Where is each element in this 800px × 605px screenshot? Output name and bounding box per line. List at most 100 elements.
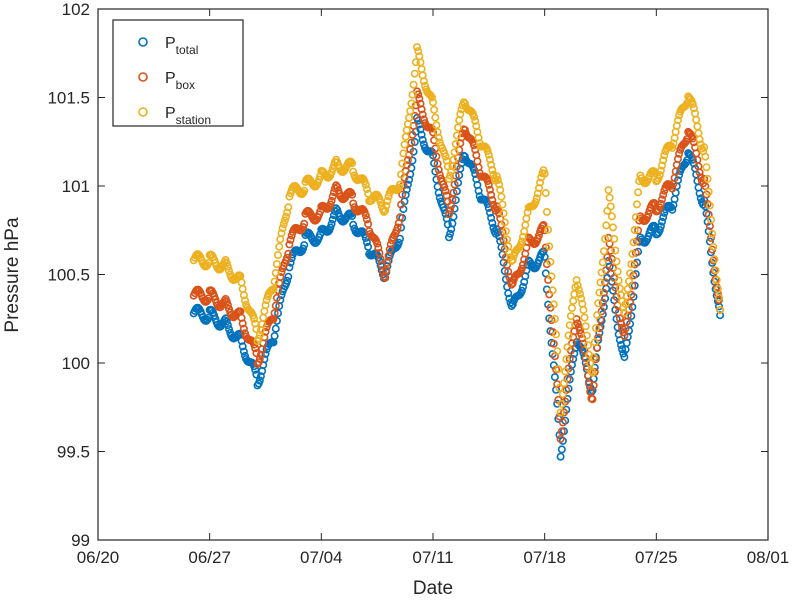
y-tick-label: 100.5	[47, 266, 90, 285]
data-point-station	[399, 149, 408, 158]
data-point-station	[709, 242, 718, 251]
data-point-station	[395, 180, 404, 189]
data-point-total	[444, 233, 453, 242]
data-point-box	[565, 354, 574, 363]
data-point-station	[474, 133, 483, 142]
data-point-station	[552, 330, 561, 339]
data-point-station	[630, 226, 639, 235]
data-point-total	[659, 213, 668, 222]
data-point-box	[700, 175, 709, 184]
data-point-station	[555, 383, 564, 392]
data-point-box	[415, 94, 424, 103]
data-point-box	[534, 231, 543, 240]
data-point-total	[540, 252, 549, 261]
legend-marker-box	[138, 72, 148, 82]
data-point-station	[602, 221, 611, 230]
data-point-box	[556, 434, 565, 443]
data-point-box	[403, 156, 412, 165]
data-point-box	[441, 186, 450, 195]
data-point-total	[619, 349, 628, 358]
data-point-box	[326, 200, 335, 209]
data-point-station	[409, 80, 418, 89]
data-point-total	[620, 353, 629, 362]
data-point-station	[710, 255, 719, 264]
data-point-box	[499, 236, 508, 245]
data-point-station	[554, 365, 563, 374]
data-point-box	[634, 226, 643, 235]
data-point-station	[634, 188, 643, 197]
y-tick-label: 100	[62, 354, 90, 373]
data-point-station	[273, 251, 282, 260]
data-point-station	[469, 112, 478, 121]
data-point-station	[572, 276, 581, 285]
data-point-station	[595, 288, 604, 297]
data-point-station	[606, 202, 615, 211]
data-point-station	[588, 368, 597, 377]
data-point-station	[632, 200, 641, 209]
data-point-box	[632, 237, 641, 246]
data-point-station	[631, 213, 640, 222]
data-point-station	[262, 296, 271, 305]
data-point-station	[362, 185, 371, 194]
data-point-total	[434, 188, 443, 197]
data-point-station	[484, 150, 493, 159]
data-point-box	[300, 219, 309, 228]
y-axis-ticks: 99 99.5 100 100.5 101 101.5 102	[47, 0, 768, 550]
legend-label-main: P	[165, 105, 176, 122]
data-point-station	[498, 200, 507, 209]
x-axis-label: Date	[413, 578, 453, 599]
data-point-box	[657, 195, 666, 204]
data-point-station	[261, 301, 270, 310]
data-point-box	[555, 412, 564, 421]
data-point-station	[410, 69, 419, 78]
data-point-box	[630, 260, 639, 269]
data-point-box	[382, 266, 391, 275]
data-point-box	[612, 292, 621, 301]
data-point-total	[435, 193, 444, 202]
data-point-station	[279, 220, 288, 229]
data-point-total	[428, 151, 437, 160]
data-point-total	[553, 399, 562, 408]
data-point-station	[408, 90, 417, 99]
data-point-station	[611, 246, 620, 255]
data-point-station	[598, 258, 607, 267]
x-tick-label: 08/01	[747, 548, 790, 567]
data-point-station	[454, 123, 463, 132]
data-point-station	[488, 166, 497, 175]
data-point-station	[508, 255, 517, 264]
data-point-total	[410, 138, 419, 147]
data-point-box	[488, 196, 497, 205]
data-point-total	[618, 345, 627, 354]
data-point-total	[488, 219, 497, 228]
data-point-box	[418, 110, 427, 119]
data-point-box	[615, 314, 624, 323]
data-point-total	[518, 282, 527, 291]
data-point-total	[284, 272, 293, 281]
data-point-box	[656, 199, 665, 208]
data-point-box	[706, 233, 715, 242]
data-point-station	[714, 293, 723, 302]
data-point-box	[444, 210, 453, 219]
data-point-station	[383, 196, 392, 205]
x-tick-label: 07/11	[412, 548, 453, 567]
data-point-box	[659, 190, 668, 199]
data-point-total	[239, 347, 248, 356]
data-point-total	[451, 196, 460, 205]
data-point-total	[615, 336, 624, 345]
data-point-box	[452, 162, 461, 171]
data-point-total	[394, 238, 403, 247]
data-point-total	[328, 215, 337, 224]
data-point-station	[451, 140, 460, 149]
data-point-total	[504, 289, 513, 298]
data-point-box	[361, 211, 370, 220]
data-point-box	[434, 165, 443, 174]
data-point-total	[713, 297, 722, 306]
data-point-station	[580, 313, 589, 322]
data-point-station	[382, 201, 391, 210]
data-point-station	[688, 100, 697, 109]
data-point-box	[373, 239, 382, 248]
data-point-station	[706, 215, 715, 224]
data-point-station	[281, 212, 290, 221]
data-point-box	[327, 196, 336, 205]
data-point-total	[326, 223, 335, 232]
